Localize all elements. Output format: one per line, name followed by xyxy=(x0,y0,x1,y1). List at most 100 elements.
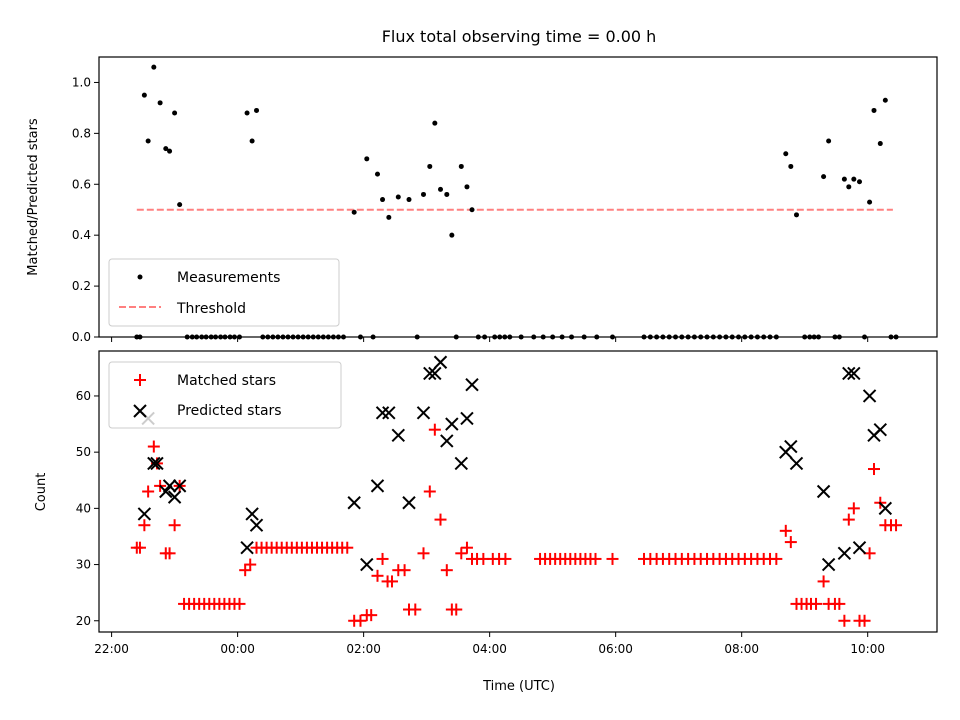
measurements-point xyxy=(157,100,163,106)
predicted-stars-point xyxy=(784,439,798,454)
predicted-stars-point xyxy=(428,366,442,381)
predicted-stars-point xyxy=(370,479,385,493)
matched-stars-point xyxy=(455,547,468,560)
matched-stars-point xyxy=(890,519,903,532)
predicted-stars-point xyxy=(821,557,836,572)
ratio-ytick-label: 0.8 xyxy=(72,126,91,140)
ratio-panel-x-ticks xyxy=(111,337,869,342)
matched-stars-point xyxy=(606,552,619,565)
counts-ytick-label: 50 xyxy=(76,445,91,459)
predicted-stars-point xyxy=(147,456,161,471)
ratio-panel-y-axis-label: Matched/Predicted stars xyxy=(26,118,41,276)
matched-stars-point xyxy=(147,440,160,453)
matched-stars-point xyxy=(428,423,441,436)
predicted-stars-point xyxy=(347,496,361,510)
predicted-stars-point xyxy=(360,557,374,572)
matched-stars-point xyxy=(784,536,797,549)
x-tick-label: 10:00 xyxy=(850,642,885,656)
measurements-point xyxy=(427,163,433,169)
predicted-stars-point xyxy=(382,406,396,420)
x-tick-label: 00:00 xyxy=(220,642,255,656)
measurements-point xyxy=(846,184,852,190)
ratio-legend-box xyxy=(108,258,340,327)
matched-stars-point xyxy=(133,541,146,554)
measurements-point xyxy=(145,138,151,144)
chart-title: Flux total observing time = 0.00 h xyxy=(382,27,657,46)
measurements-point xyxy=(857,179,863,185)
matched-stars-point xyxy=(460,541,473,554)
matched-stars-point xyxy=(138,519,151,532)
predicted-stars-point xyxy=(172,479,187,493)
matched-stars-point xyxy=(833,597,846,610)
x-tick-label: 02:00 xyxy=(346,642,381,656)
matched-stars-point xyxy=(499,552,512,565)
counts-ytick-label: 20 xyxy=(76,614,91,628)
predicted-stars-point xyxy=(789,456,804,471)
counts-panel: 20 30 40 50 60 22:00 00:00 02:00 04:00 06:00 08:0… xyxy=(34,350,938,694)
x-tick-label: 22:00 xyxy=(94,642,129,656)
predicted-stars-point xyxy=(454,456,469,471)
measurements-point xyxy=(826,138,832,144)
predicted-stars-point xyxy=(245,507,259,521)
measurements-point xyxy=(882,97,888,103)
measurements-point xyxy=(851,176,857,182)
ratio-panel: 0.0 0.2 0.4 0.6 0.8 1.0 Matched/Predicted sta… xyxy=(26,56,938,344)
ratio-panel-y-ticks: 0.0 0.2 0.4 0.6 0.8 1.0 xyxy=(72,75,99,344)
matched-stars-point xyxy=(365,609,378,622)
predicted-stars-point xyxy=(391,428,405,443)
matched-stars-point xyxy=(168,519,181,532)
matched-stars-point xyxy=(440,564,453,577)
matched-stars-point xyxy=(847,502,860,515)
measurements-point xyxy=(177,202,183,208)
predicted-stars-point xyxy=(878,501,893,516)
matched-stars-point xyxy=(376,552,389,565)
counts-panel-x-ticks: 22:00 00:00 02:00 04:00 06:00 08:00 10:00 xyxy=(94,632,885,656)
measurements-point xyxy=(449,232,455,238)
counts-panel-y-axis-label: Count xyxy=(34,473,49,512)
measurements-point xyxy=(254,107,260,113)
measurements-point xyxy=(793,212,799,218)
predicted-stars-point xyxy=(402,496,416,510)
measurements-point xyxy=(788,163,794,169)
counts-ytick-label: 40 xyxy=(76,501,91,515)
predicted-stars-point xyxy=(465,378,479,392)
measurements-point xyxy=(841,176,847,182)
x-tick-label: 06:00 xyxy=(598,642,633,656)
legend-marker-predicted-stars xyxy=(133,404,147,418)
measurements-point xyxy=(444,191,450,197)
matched-stars-point xyxy=(867,463,880,476)
x-tick-label: 08:00 xyxy=(724,642,759,656)
measurements-point xyxy=(877,141,883,147)
measurements-point xyxy=(783,151,789,157)
matched-stars-point xyxy=(770,552,783,565)
measurements-point xyxy=(364,156,370,162)
ratio-panel-frame xyxy=(98,56,938,338)
predicted-stars-point xyxy=(862,389,877,403)
measurements-point xyxy=(386,214,392,220)
matched-stars-point xyxy=(589,552,602,565)
matched-stars-point xyxy=(423,485,436,498)
measurements-point xyxy=(172,110,178,116)
matched-stars-point xyxy=(417,547,430,560)
legend-label-predicted-stars: Predicted stars xyxy=(177,403,282,419)
ratio-ytick-label: 0.0 xyxy=(72,330,91,344)
legend-label-matched-stars: Matched stars xyxy=(177,373,276,389)
matched-stars-point xyxy=(341,541,354,554)
measurements-point xyxy=(395,194,401,200)
matched-stars-point xyxy=(409,603,422,616)
matched-stars-point xyxy=(398,564,411,577)
ratio-ytick-label: 1.0 xyxy=(72,75,91,89)
measurements-point xyxy=(351,209,357,215)
predicted-stars-point xyxy=(445,417,459,431)
matched-stars-point xyxy=(450,603,463,616)
matched-stars-point xyxy=(354,614,367,627)
ratio-ytick-label: 0.2 xyxy=(72,279,91,293)
counts-panel-marks xyxy=(130,355,903,627)
legend-label-measurements: Measurements xyxy=(177,270,280,286)
predicted-stars-point xyxy=(852,540,867,555)
legend-marker-matched-stars xyxy=(134,374,146,386)
matched-stars-point xyxy=(842,513,855,526)
matched-stars-point xyxy=(817,575,830,588)
matched-stars-point xyxy=(163,547,176,560)
